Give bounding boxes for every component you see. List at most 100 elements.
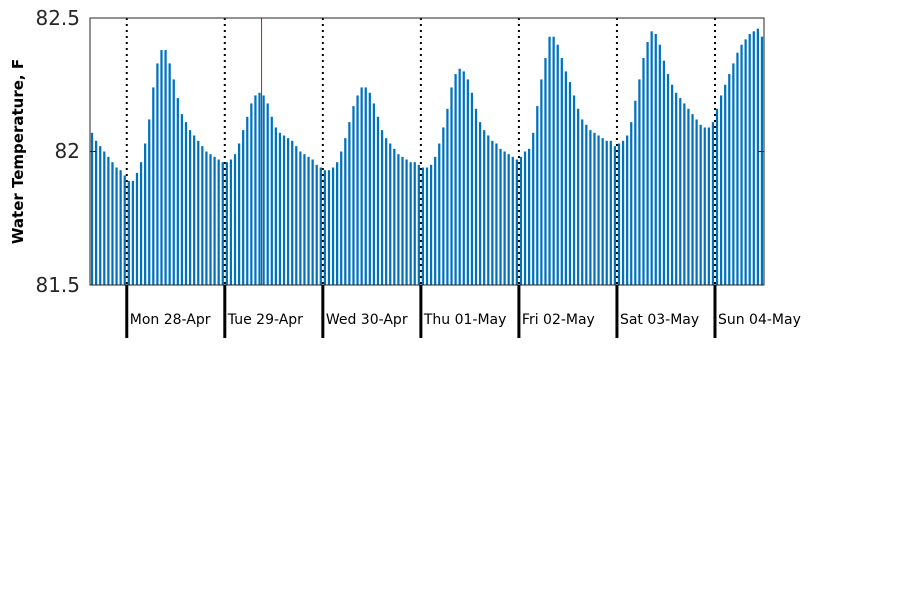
bar bbox=[135, 172, 139, 285]
bar bbox=[107, 156, 110, 285]
bar bbox=[360, 87, 363, 285]
bar bbox=[752, 31, 755, 285]
bar bbox=[548, 36, 551, 285]
bar bbox=[184, 122, 188, 285]
bar bbox=[715, 108, 719, 285]
bar bbox=[523, 151, 527, 285]
bar bbox=[650, 31, 653, 285]
bar bbox=[193, 135, 196, 285]
bar bbox=[421, 167, 425, 285]
bar bbox=[462, 71, 465, 286]
bar bbox=[478, 122, 482, 285]
bar bbox=[180, 114, 184, 286]
bar bbox=[348, 122, 351, 285]
bar bbox=[127, 180, 130, 285]
bar bbox=[95, 140, 98, 285]
bar bbox=[564, 71, 568, 286]
bar bbox=[250, 103, 253, 285]
bar bbox=[585, 124, 588, 285]
bar bbox=[454, 74, 457, 285]
bar bbox=[470, 92, 474, 285]
bar bbox=[577, 108, 580, 285]
bar bbox=[385, 138, 388, 285]
bar bbox=[286, 138, 290, 285]
bar bbox=[237, 143, 241, 285]
bar bbox=[568, 82, 572, 285]
bar bbox=[254, 95, 257, 286]
bar bbox=[176, 98, 179, 285]
bar bbox=[323, 170, 327, 285]
bar bbox=[380, 130, 384, 285]
bar bbox=[405, 159, 408, 285]
bar bbox=[495, 143, 498, 285]
bar bbox=[499, 148, 502, 285]
bar bbox=[519, 156, 523, 285]
bar bbox=[425, 167, 429, 285]
day-label: Fri 02-May bbox=[522, 312, 595, 328]
bar bbox=[740, 44, 743, 286]
bar bbox=[160, 50, 163, 285]
bar bbox=[372, 103, 376, 285]
bar bbox=[732, 63, 735, 285]
bar bbox=[597, 135, 600, 285]
bar bbox=[291, 140, 294, 285]
bar bbox=[736, 52, 739, 286]
bar bbox=[658, 44, 661, 286]
bar bbox=[670, 84, 674, 285]
bar bbox=[303, 154, 306, 285]
bar bbox=[115, 167, 118, 285]
bar bbox=[458, 68, 461, 285]
bar bbox=[266, 103, 269, 285]
bar bbox=[528, 148, 531, 285]
y-axis-title: Water Temperature, F bbox=[9, 59, 27, 244]
bar bbox=[168, 63, 171, 285]
bar bbox=[503, 151, 506, 285]
bar bbox=[589, 130, 592, 285]
bar bbox=[376, 116, 380, 285]
bar bbox=[474, 108, 478, 285]
bar bbox=[666, 74, 670, 285]
bar bbox=[164, 50, 167, 285]
bar bbox=[744, 39, 747, 285]
bar bbox=[205, 151, 208, 285]
bar bbox=[724, 84, 727, 285]
bar bbox=[466, 79, 469, 285]
bar bbox=[756, 28, 759, 286]
bar bbox=[748, 34, 751, 285]
bar bbox=[201, 146, 204, 285]
bar bbox=[217, 159, 220, 285]
bar bbox=[278, 132, 282, 285]
bar bbox=[613, 146, 617, 285]
bar bbox=[679, 98, 682, 285]
bar bbox=[662, 60, 666, 285]
bar bbox=[356, 95, 359, 286]
bar bbox=[262, 95, 265, 286]
bar bbox=[364, 87, 367, 285]
day-label: Sat 03-May bbox=[620, 312, 699, 328]
bar bbox=[552, 36, 555, 285]
bar bbox=[719, 95, 723, 286]
bar bbox=[221, 162, 224, 285]
bar bbox=[544, 58, 547, 285]
bar bbox=[103, 151, 106, 285]
bar bbox=[438, 143, 441, 285]
bar bbox=[319, 167, 322, 285]
bar bbox=[638, 79, 641, 285]
bar bbox=[336, 162, 339, 285]
bar bbox=[536, 106, 539, 285]
bar bbox=[152, 87, 155, 285]
bar bbox=[434, 156, 437, 285]
bar bbox=[507, 154, 510, 285]
bar bbox=[270, 116, 273, 285]
bar bbox=[144, 143, 147, 285]
bar bbox=[703, 127, 706, 285]
bar bbox=[99, 146, 102, 285]
day-label: Thu 01-May bbox=[423, 312, 507, 328]
bar bbox=[197, 140, 200, 285]
bar bbox=[299, 151, 302, 285]
bar bbox=[344, 138, 347, 285]
bar bbox=[429, 164, 433, 285]
day-label: Sun 04-May bbox=[718, 312, 801, 328]
bar bbox=[209, 154, 212, 285]
